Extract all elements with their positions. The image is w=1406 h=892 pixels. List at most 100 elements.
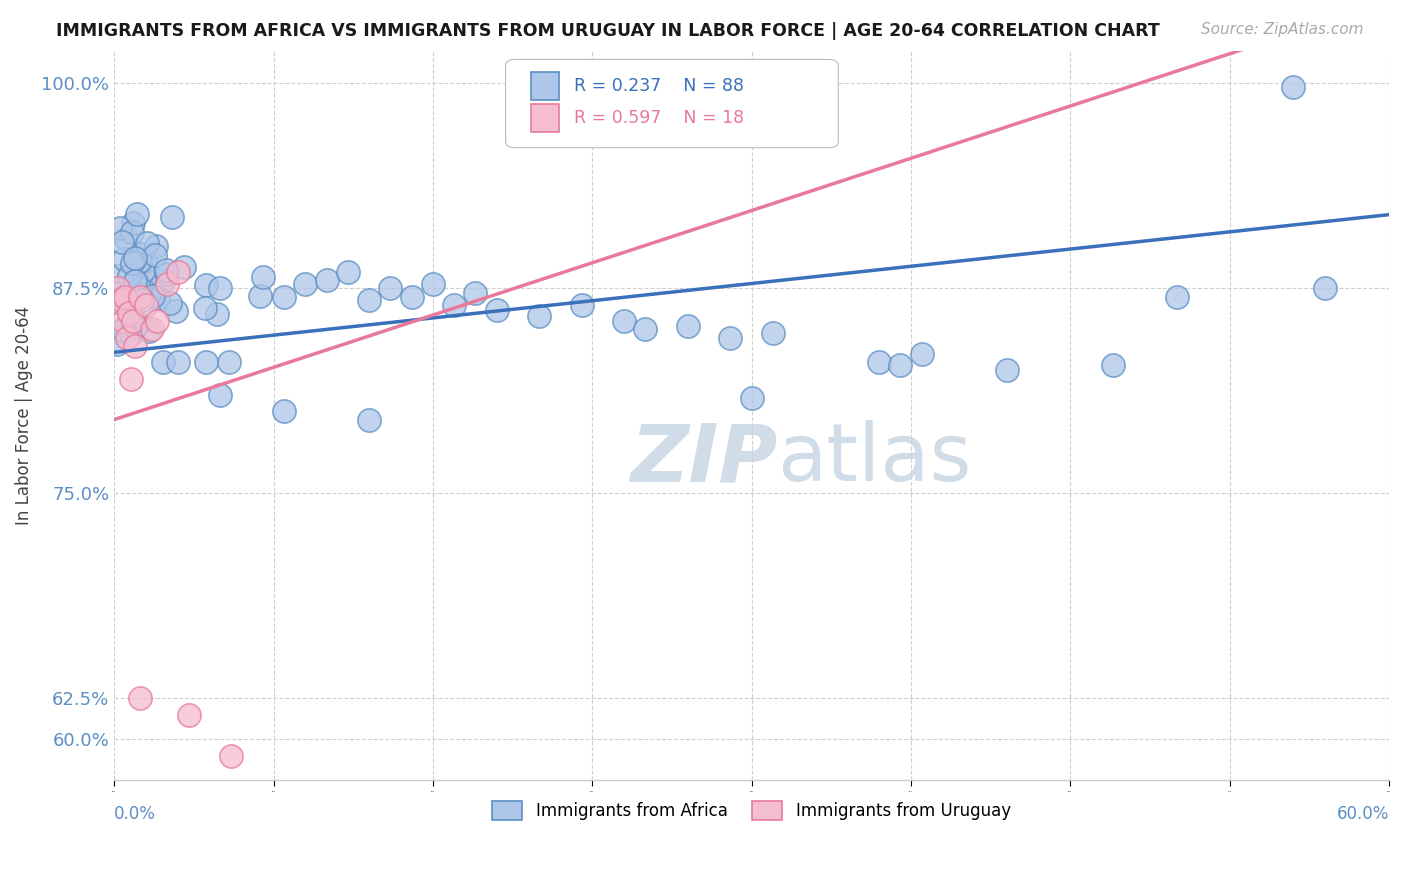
Point xyxy=(294,277,316,291)
Text: Source: ZipAtlas.com: Source: ZipAtlas.com xyxy=(1201,22,1364,37)
Point xyxy=(527,310,550,324)
Point xyxy=(156,268,179,282)
Point xyxy=(634,322,657,336)
Point xyxy=(105,336,128,351)
Point xyxy=(121,225,143,239)
Point xyxy=(155,263,177,277)
Point xyxy=(156,277,179,291)
Point xyxy=(141,322,163,336)
Point xyxy=(107,281,129,295)
Point xyxy=(177,707,200,722)
Point xyxy=(359,293,381,307)
Point xyxy=(138,324,160,338)
Point xyxy=(111,235,134,249)
Point xyxy=(110,293,132,307)
Point xyxy=(464,286,486,301)
Point xyxy=(485,302,508,317)
Point xyxy=(127,207,149,221)
Point xyxy=(152,274,174,288)
Point xyxy=(124,339,146,353)
Point xyxy=(159,296,181,310)
Point xyxy=(105,295,128,310)
Point xyxy=(127,317,149,331)
Point xyxy=(118,306,141,320)
Point xyxy=(132,271,155,285)
Point xyxy=(108,221,131,235)
Point xyxy=(128,290,150,304)
Point xyxy=(1282,79,1305,94)
Point xyxy=(889,359,911,373)
Point xyxy=(122,314,145,328)
Text: R = 0.597    N = 18: R = 0.597 N = 18 xyxy=(575,109,745,127)
Point xyxy=(401,290,423,304)
Point xyxy=(124,320,146,334)
Point xyxy=(120,326,142,341)
Point xyxy=(718,330,741,344)
Point xyxy=(105,285,128,300)
Point xyxy=(117,269,139,284)
Point xyxy=(741,391,763,405)
Point xyxy=(121,303,143,318)
Point xyxy=(128,281,150,295)
Point xyxy=(167,355,190,369)
Point xyxy=(1315,281,1337,295)
Point xyxy=(135,236,157,251)
FancyBboxPatch shape xyxy=(506,60,838,148)
Point xyxy=(134,253,156,268)
Point xyxy=(160,210,183,224)
Point xyxy=(167,265,190,279)
Point xyxy=(1166,290,1188,304)
FancyBboxPatch shape xyxy=(531,72,560,100)
Point xyxy=(273,404,295,418)
Point xyxy=(105,268,128,283)
Point xyxy=(146,291,169,305)
Point xyxy=(613,314,636,328)
Point xyxy=(115,232,138,246)
Point xyxy=(125,270,148,285)
Point xyxy=(443,298,465,312)
Point xyxy=(995,363,1018,377)
Point xyxy=(143,248,166,262)
Text: atlas: atlas xyxy=(778,420,972,499)
FancyBboxPatch shape xyxy=(531,104,560,132)
Point xyxy=(173,260,195,274)
Point xyxy=(252,269,274,284)
Point xyxy=(111,290,134,304)
Point xyxy=(127,254,149,268)
Point xyxy=(209,281,232,295)
Legend: Immigrants from Africa, Immigrants from Uruguay: Immigrants from Africa, Immigrants from … xyxy=(485,795,1018,827)
Point xyxy=(209,388,232,402)
Point xyxy=(111,314,134,328)
Point xyxy=(152,355,174,369)
Point xyxy=(194,301,217,315)
Point xyxy=(676,319,699,334)
Point xyxy=(120,371,142,385)
Point xyxy=(166,304,188,318)
Point xyxy=(112,323,135,337)
Point xyxy=(910,347,932,361)
Text: ZIP: ZIP xyxy=(630,420,778,499)
Point xyxy=(128,691,150,706)
Point xyxy=(762,326,785,340)
Point xyxy=(315,273,337,287)
Text: 0.0%: 0.0% xyxy=(114,805,156,823)
Point xyxy=(273,290,295,304)
Point xyxy=(380,281,402,295)
Point xyxy=(127,318,149,333)
Point xyxy=(218,355,240,369)
Point xyxy=(1101,359,1123,373)
Text: 60.0%: 60.0% xyxy=(1337,805,1389,823)
Point xyxy=(219,748,242,763)
Point xyxy=(114,290,136,304)
Point xyxy=(145,314,167,328)
Point xyxy=(205,308,228,322)
Point xyxy=(422,277,444,291)
Point xyxy=(129,253,152,268)
Point xyxy=(121,256,143,270)
Point xyxy=(131,293,153,308)
Text: IMMIGRANTS FROM AFRICA VS IMMIGRANTS FROM URUGUAY IN LABOR FORCE | AGE 20-64 COR: IMMIGRANTS FROM AFRICA VS IMMIGRANTS FRO… xyxy=(56,22,1160,40)
Point xyxy=(249,289,271,303)
Point xyxy=(359,412,381,426)
Point xyxy=(124,318,146,333)
Point xyxy=(142,289,165,303)
